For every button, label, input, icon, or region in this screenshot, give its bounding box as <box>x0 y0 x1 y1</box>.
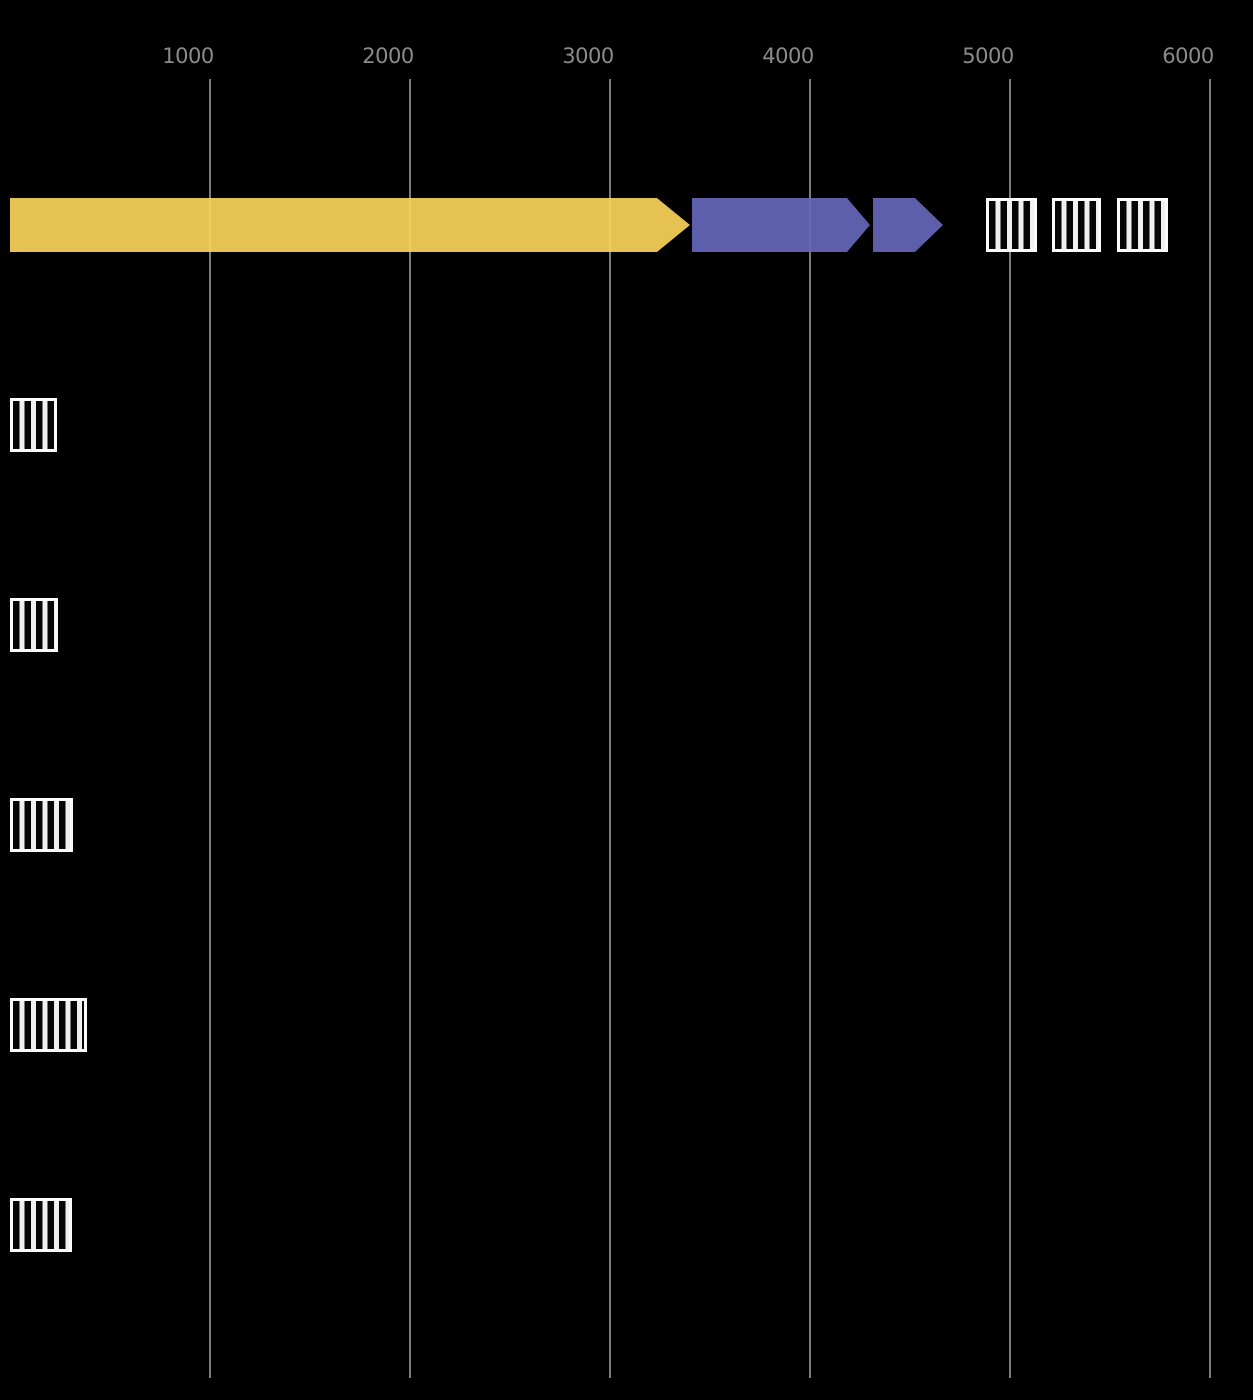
axis-tick-label-5000: 5000 <box>962 44 1014 68</box>
gridline-6000 <box>1209 79 1211 1378</box>
purple-gene-arrow-2 <box>873 198 943 252</box>
gridline-5000 <box>1009 79 1011 1378</box>
axis-tick-label-6000: 6000 <box>1162 44 1214 68</box>
axis-tick-label-2000: 2000 <box>362 44 414 68</box>
hatched-feature <box>10 798 73 852</box>
hatched-feature <box>10 1198 72 1252</box>
hatched-feature <box>10 398 57 452</box>
hatched-feature-1 <box>986 198 1037 252</box>
purple-gene-arrow-1 <box>692 198 870 252</box>
gridline-2000 <box>409 79 411 1378</box>
gridline-1000 <box>209 79 211 1378</box>
axis-tick-label-3000: 3000 <box>562 44 614 68</box>
axis-tick-label-4000: 4000 <box>762 44 814 68</box>
hatched-feature-3 <box>1117 198 1168 252</box>
hatched-feature-2 <box>1052 198 1101 252</box>
yellow-gene-arrow <box>10 198 690 252</box>
gridline-4000 <box>809 79 811 1378</box>
hatched-feature <box>10 998 87 1052</box>
hatched-feature <box>10 598 58 652</box>
gridline-3000 <box>609 79 611 1378</box>
axis-tick-label-1000: 1000 <box>162 44 214 68</box>
